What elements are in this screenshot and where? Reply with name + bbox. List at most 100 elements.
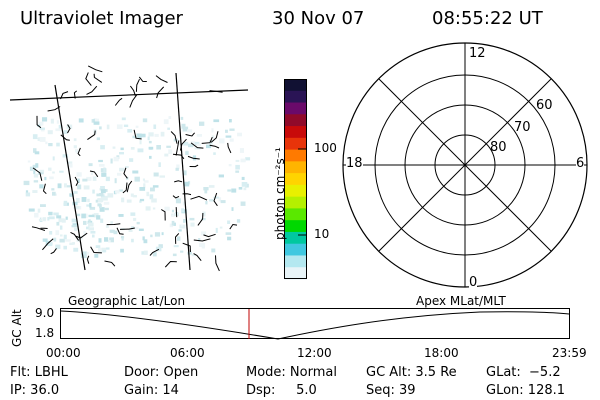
emission-dot (71, 218, 78, 223)
emission-dot (63, 245, 67, 250)
emission-dot (88, 219, 91, 223)
emission-dot (231, 207, 234, 211)
emission-dot (213, 196, 219, 199)
emission-dot (38, 219, 42, 222)
emission-dot (142, 118, 148, 123)
emission-dot (39, 184, 44, 189)
y-label-high: 9.0 (35, 306, 55, 320)
colorbar-band (284, 126, 307, 139)
emission-dot (92, 234, 95, 238)
emission-dot (183, 219, 186, 223)
emission-dot (109, 229, 115, 233)
emission-dot (31, 167, 35, 171)
emission-dot (229, 119, 232, 123)
coastline-fragment (90, 246, 102, 254)
emission-dot (88, 222, 94, 227)
emission-dot (134, 176, 140, 182)
emission-dot (69, 193, 74, 197)
gain-status: Gain: 14 (124, 383, 179, 398)
emission-dot (240, 201, 246, 206)
coastline-fragment (138, 76, 147, 82)
coastline-fragment (129, 85, 136, 96)
emission-dot (52, 191, 56, 196)
gc-alt-axis-label: GC Alt (10, 309, 24, 347)
emission-dot (149, 194, 154, 200)
emission-dot (148, 132, 154, 137)
latitude-line (9, 89, 249, 101)
colorbar-band (284, 196, 307, 210)
emission-dot (139, 200, 142, 203)
emission-dot (179, 224, 186, 229)
coastline-fragment (74, 176, 79, 186)
coastline-fragment (126, 180, 133, 193)
emission-dot (88, 227, 94, 231)
coastline-fragment (156, 86, 165, 99)
emission-dot (88, 214, 95, 218)
y-label-low: 1.8 (35, 326, 55, 340)
emission-dot (55, 244, 61, 249)
coastline-fragment (114, 97, 123, 106)
emission-dot (48, 167, 52, 171)
emission-dot (69, 242, 74, 245)
emission-dot (159, 175, 165, 178)
emission-dot (53, 237, 57, 242)
emission-dot (74, 227, 78, 231)
emission-dot (103, 207, 109, 211)
emission-dot (150, 234, 153, 238)
coastline-fragment (213, 192, 218, 207)
emission-dot (23, 180, 30, 186)
emission-dot (94, 118, 99, 122)
emission-dot (206, 144, 212, 149)
time-tick-1200: 12:00 (297, 346, 332, 360)
coastline-fragment (86, 85, 98, 95)
emission-dot (125, 166, 129, 168)
emission-dot (220, 200, 226, 204)
emission-dot (100, 189, 106, 194)
emission-dot (81, 213, 86, 219)
gc-alt-status: GC Alt: 3.5 Re (366, 365, 457, 380)
coastline-fragment (31, 226, 46, 231)
coastline-fragment (133, 129, 142, 140)
emission-dot (96, 215, 101, 220)
emission-dot (33, 173, 39, 178)
coastline-fragment (89, 170, 99, 178)
emission-dot (48, 216, 55, 220)
coastline-fragment (170, 131, 178, 144)
emission-dot (237, 132, 242, 137)
emission-dot (103, 195, 108, 201)
emission-dot (100, 145, 105, 150)
emission-dot (94, 253, 99, 258)
emission-dot (180, 250, 184, 253)
emission-dot (120, 147, 124, 151)
emission-dot (34, 151, 40, 155)
emission-dot (38, 121, 44, 126)
emission-dot (39, 127, 45, 130)
emission-dot (143, 180, 149, 183)
emission-dot (134, 226, 139, 230)
emission-dot (83, 230, 86, 236)
emission-dot (73, 206, 80, 209)
coastline-fragment (85, 72, 92, 86)
longitude-line-right (175, 72, 191, 271)
emission-dot (205, 201, 208, 205)
mlt-label-12: 12 (469, 46, 486, 61)
emission-dot (76, 172, 82, 177)
coastline-fragment (116, 227, 124, 235)
emission-dot (171, 209, 174, 213)
emission-dot (131, 226, 135, 229)
emission-dot (196, 134, 202, 137)
emission-dot (241, 182, 248, 187)
coastline-fragment (164, 260, 177, 268)
coastline-fragment (182, 242, 191, 253)
emission-dot (164, 153, 169, 157)
emission-dot (158, 244, 163, 249)
coastline-fragment (86, 255, 90, 264)
emission-dot (123, 124, 129, 127)
coastline-fragment (129, 94, 138, 108)
emission-dot (88, 163, 93, 167)
polar-mlt-plot (342, 42, 588, 288)
emission-dot (225, 129, 228, 133)
emission-dot (128, 228, 133, 232)
coastline-fragment (215, 255, 220, 272)
emission-dot (167, 127, 170, 130)
